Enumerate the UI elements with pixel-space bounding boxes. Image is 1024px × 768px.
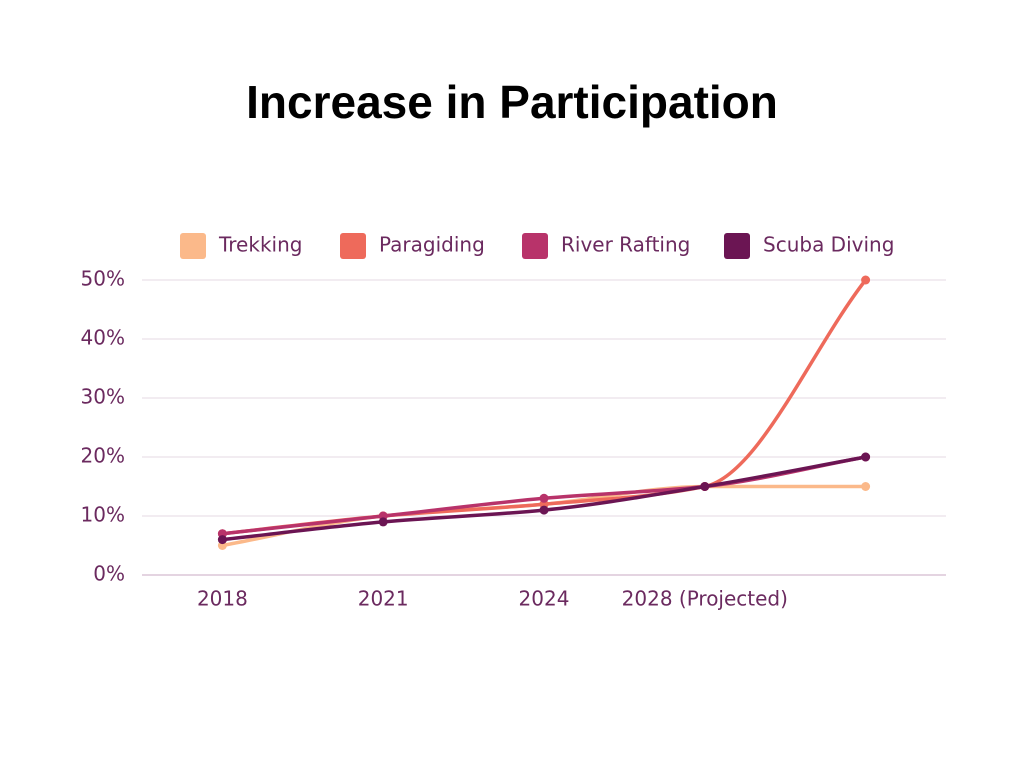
data-point [378,517,388,527]
data-point [861,275,871,285]
y-tick-label: 40% [81,326,125,350]
y-tick-label: 30% [81,385,125,409]
legend-swatch [724,233,750,259]
legend-label: Trekking [218,233,302,257]
y-tick-label: 0% [93,562,125,586]
chart-title: Increase in Participation [246,76,778,128]
data-point [217,535,227,545]
data-point [539,505,549,515]
legend-label: Paragiding [379,233,485,257]
y-tick-label: 20% [81,444,125,468]
legend-swatch [180,233,206,259]
data-point [539,493,549,503]
legend-label: River Rafting [561,233,690,257]
x-tick-label: 2018 [197,587,248,611]
legend-label: Scuba Diving [763,233,894,257]
legend-swatch [340,233,366,259]
x-tick-label: 2021 [358,587,409,611]
y-tick-label: 50% [81,267,125,291]
x-tick-label: 2024 [519,587,570,611]
data-point [861,452,871,462]
y-tick-label: 10% [81,503,125,527]
x-tick-label: 2028 (Projected) [622,587,788,611]
data-point [861,482,871,491]
legend-swatch [522,233,548,259]
data-point [700,482,710,491]
